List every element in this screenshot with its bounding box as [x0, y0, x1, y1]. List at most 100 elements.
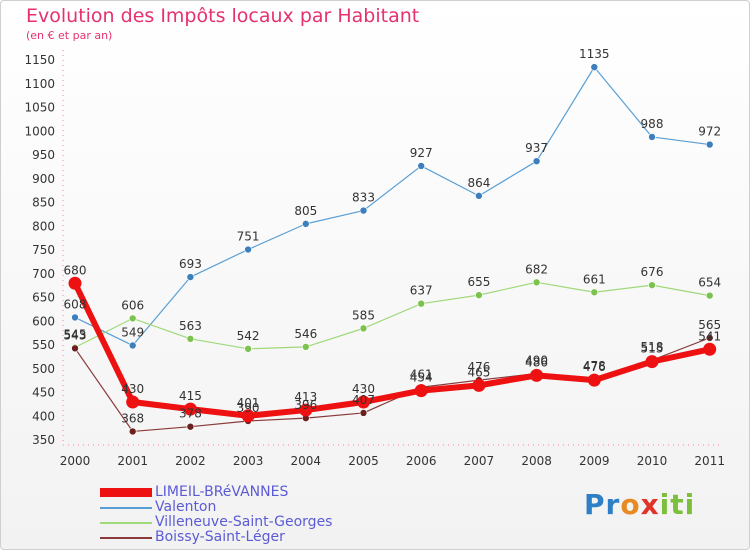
legend-label: Valenton	[155, 499, 217, 515]
data-label-3: 541	[698, 329, 721, 343]
logo-part-4: iti	[659, 488, 696, 521]
data-label-3: 680	[64, 263, 87, 277]
data-label-3: 476	[583, 360, 606, 374]
x-tick-label: 2002	[175, 454, 206, 468]
series-point-1	[705, 291, 714, 300]
data-label-2: 518	[641, 340, 664, 354]
series-point-3	[703, 342, 717, 356]
data-label-2: 390	[237, 401, 260, 415]
data-label-0: 927	[410, 146, 433, 160]
x-tick-label: 2007	[464, 454, 495, 468]
y-tick-label: 950	[32, 148, 55, 162]
series-point-3	[357, 395, 370, 409]
series-point-0	[590, 63, 599, 71]
logo-part-1: Pr	[584, 488, 621, 521]
proxiti-logo: Proxiti	[584, 488, 695, 521]
x-tick-label: 2006	[406, 454, 437, 468]
series-point-0	[71, 313, 79, 322]
y-tick-label: 750	[32, 243, 55, 257]
y-tick-label: 400	[32, 409, 55, 423]
data-label-2: 478	[583, 359, 606, 373]
data-label-0: 937	[525, 141, 548, 155]
chart-title: Evolution des Impôts locaux par Habitant	[26, 5, 420, 27]
data-label-3: 430	[352, 382, 375, 396]
series-point-1	[475, 291, 483, 299]
data-label-2: 461	[410, 367, 433, 381]
legend-label: Villeneuve-Saint-Georges	[155, 514, 333, 530]
x-tick-label: 2003	[233, 454, 264, 468]
data-label-1: 546	[294, 327, 317, 341]
data-label-1: 585	[352, 308, 375, 322]
data-label-1: 682	[525, 262, 548, 276]
data-label-3: 430	[121, 382, 144, 396]
legend-label: LIMEIL-BRéVANNES	[155, 484, 289, 500]
series-point-3	[241, 409, 255, 423]
series-point-0	[128, 341, 137, 350]
data-label-3: 486	[525, 355, 548, 369]
data-label-0: 972	[698, 125, 721, 139]
y-tick-label: 800	[32, 219, 55, 233]
data-label-1: 661	[583, 272, 606, 286]
data-label-3: 515	[641, 342, 664, 356]
series-point-3	[414, 384, 428, 398]
data-label-2: 378	[179, 407, 202, 421]
series-point-0	[359, 206, 368, 215]
data-label-2: 368	[121, 411, 144, 425]
y-tick-label: 500	[32, 362, 55, 376]
data-label-2: 476	[467, 360, 490, 374]
series-point-3	[645, 355, 659, 369]
series-point-0	[475, 192, 483, 200]
series-point-2	[186, 422, 195, 431]
legend-swatch	[100, 488, 152, 497]
y-tick-label: 350	[32, 433, 55, 447]
legend-swatch	[100, 522, 152, 524]
data-label-2: 490	[525, 354, 548, 368]
y-tick-label: 650	[32, 291, 55, 305]
series-point-0	[648, 133, 656, 141]
data-label-2: 396	[294, 398, 317, 412]
legend-label: Boissy-Saint-Léger	[155, 529, 285, 545]
series-point-1	[532, 278, 541, 287]
x-tick-label: 2009	[579, 454, 610, 468]
series-point-0	[244, 245, 252, 254]
data-label-3: 413	[294, 390, 317, 404]
data-label-0: 805	[294, 204, 317, 218]
data-label-0: 988	[641, 117, 664, 131]
data-label-0: 833	[352, 191, 375, 205]
data-label-3: 401	[237, 396, 260, 410]
series-point-1	[186, 335, 195, 343]
series-line-1	[74, 281, 710, 350]
data-label-1: 676	[641, 265, 664, 279]
data-label-1: 545	[64, 327, 87, 341]
series-point-0	[417, 162, 426, 170]
series-point-3	[587, 373, 601, 387]
chart-subtitle: (en € et par an)	[26, 29, 113, 42]
series-point-3	[183, 402, 197, 416]
series-point-2	[71, 344, 79, 353]
data-label-0: 864	[467, 176, 490, 190]
series-point-0	[186, 273, 195, 281]
data-label-2: 565	[698, 318, 721, 332]
series-point-3	[472, 378, 486, 392]
data-label-0: 1135	[579, 47, 610, 61]
y-tick-label: 1000	[24, 124, 55, 138]
chart-data-labels: 608 549 693 751 805 833 927 864 937 1135 988 972 545…	[64, 47, 722, 425]
y-tick-label: 850	[32, 196, 55, 210]
series-point-2	[359, 409, 368, 417]
data-label-1: 654	[698, 276, 721, 290]
series-line-2	[74, 337, 710, 433]
series-line-0	[74, 66, 710, 347]
y-tick-label: 1050	[24, 101, 55, 115]
series-line-3	[72, 281, 711, 419]
y-tick-label: 900	[32, 172, 55, 186]
x-tick-label: 2000	[60, 454, 91, 468]
data-label-0: 693	[179, 257, 202, 271]
chart-series	[68, 63, 717, 436]
data-label-3: 415	[179, 389, 202, 403]
chart-axes: 350 400 450 500 550 600 650 700 750 800 850 900 950 1…	[24, 50, 725, 468]
y-tick-label: 1150	[24, 53, 55, 67]
series-point-3	[126, 395, 140, 409]
y-tick-label: 600	[32, 314, 55, 328]
series-point-1	[301, 343, 310, 351]
